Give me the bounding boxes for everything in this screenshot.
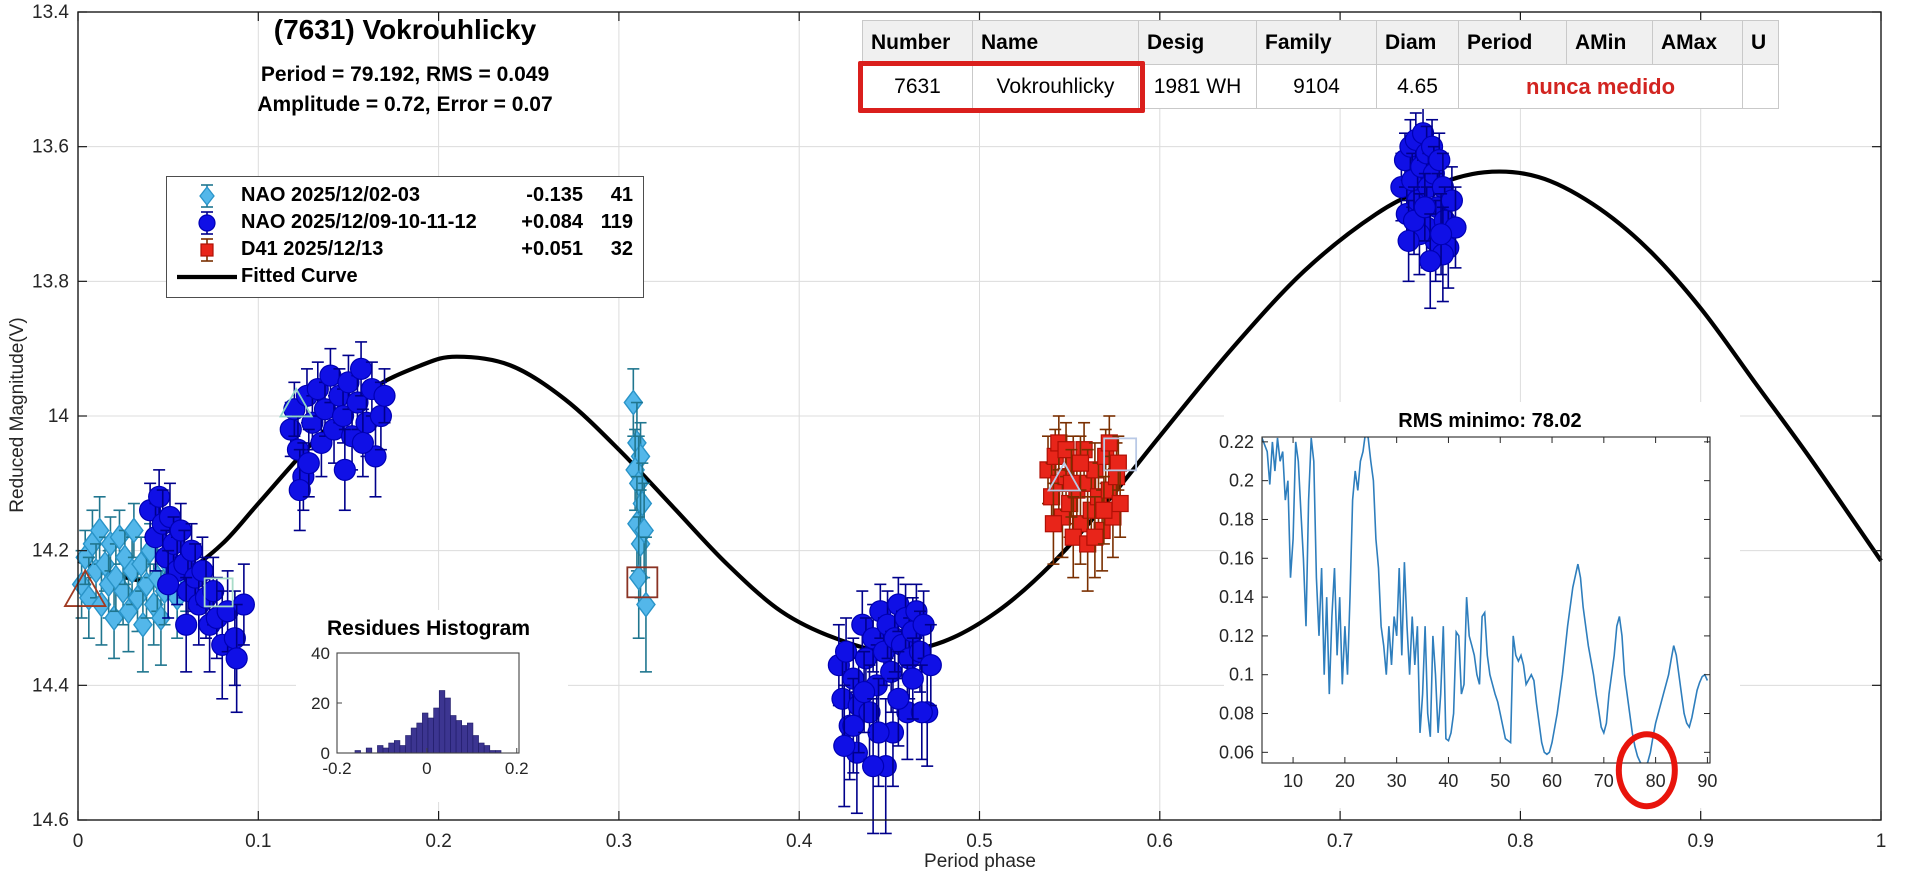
svg-text:0.8: 0.8 [1507,831,1533,852]
chart-subtitle-period: Period = 79.192, RMS = 0.049 [260,63,550,86]
svg-text:14.4: 14.4 [32,675,69,696]
svg-text:1: 1 [1876,831,1887,852]
x-axis-label: Period phase [924,851,1036,872]
svg-text:-0.2: -0.2 [322,759,351,778]
svg-text:13.8: 13.8 [32,271,69,292]
col-amax: AMax [1652,20,1743,65]
svg-text:0: 0 [422,759,431,778]
svg-text:0.4: 0.4 [786,831,813,852]
svg-text:0.2: 0.2 [505,759,529,778]
svg-text:13.6: 13.6 [32,137,69,158]
col-amin: AMin [1566,20,1653,65]
legend-label: Fitted Curve [241,265,358,287]
svg-text:13.4: 13.4 [32,2,69,23]
svg-text:0.7: 0.7 [1327,831,1353,852]
cell-name: Vokrouhlicky [972,64,1139,109]
chart-title: (7631) Vokrouhlicky [273,14,537,45]
svg-text:60: 60 [1542,771,1562,791]
legend-count: 32 [610,238,633,260]
svg-text:0.1: 0.1 [1229,665,1254,685]
svg-text:80: 80 [1646,771,1666,791]
legend-line-marker-icon [173,264,241,290]
cell-desig: 1981 WH [1138,64,1257,109]
svg-text:0.2: 0.2 [425,831,451,852]
outlier-markers [63,387,1138,608]
svg-text:20: 20 [1335,771,1355,791]
svg-text:90: 90 [1697,771,1717,791]
legend-entry: D41 2025/12/13 +0.051 32 [173,236,643,263]
legend-label: D41 2025/12/13 [241,238,384,260]
svg-text:70: 70 [1594,771,1614,791]
legend-label: NAO 2025/12/09-10-11-12 [241,211,477,233]
legend-offset: +0.051 [521,238,583,260]
histogram-title: Residues Histogram [326,617,531,640]
col-u: U [1742,20,1779,65]
periodogram-title: RMS minimo: 78.02 [1398,410,1582,432]
svg-text:14.2: 14.2 [32,541,69,562]
svg-text:0.9: 0.9 [1687,831,1713,852]
col-number: Number [862,20,973,65]
legend-offset: -0.135 [526,184,583,206]
legend-offset: +0.084 [521,211,583,233]
svg-text:40: 40 [311,644,330,663]
cell-family: 9104 [1256,64,1377,109]
svg-text:0.6: 0.6 [1147,831,1173,852]
svg-text:0.14: 0.14 [1219,587,1254,607]
svg-text:0.1: 0.1 [245,831,271,852]
col-period: Period [1458,20,1567,65]
legend: NAO 2025/12/02-03 -0.135 41 NAO 2025/12/… [166,176,644,298]
cell-period-note: nunca medido [1458,64,1743,109]
table-data-row: 7631 Vokrouhlicky 1981 WH 9104 4.65 nunc… [862,64,1779,109]
legend-entry: NAO 2025/12/09-10-11-12 +0.084 119 [173,209,643,236]
legend-entry: NAO 2025/12/02-03 -0.135 41 [173,182,643,209]
svg-text:0.06: 0.06 [1219,742,1254,762]
svg-text:0.08: 0.08 [1219,704,1254,724]
svg-text:0.12: 0.12 [1219,626,1254,646]
highlight-red-box [858,61,1145,113]
svg-text:0: 0 [73,831,84,852]
svg-text:0.5: 0.5 [966,831,992,852]
legend-count: 119 [600,211,633,233]
legend-entry: Fitted Curve [173,263,643,290]
svg-text:10: 10 [1283,771,1303,791]
legend-diamond-marker-icon [173,183,241,209]
svg-text:40: 40 [1438,771,1458,791]
svg-text:0.16: 0.16 [1219,548,1254,568]
y-axis-label: Reduced Magnitude(V) [7,317,28,513]
svg-text:0.18: 0.18 [1219,509,1254,529]
col-name: Name [972,20,1139,65]
series [139,105,1467,835]
series [1039,415,1129,592]
periodogram-line [1262,437,1709,763]
col-diam: Diam [1376,20,1459,65]
cell-u [1742,64,1779,109]
legend-circle-marker-icon [173,210,241,236]
legend-label: NAO 2025/12/02-03 [241,184,421,206]
rms-periodogram-inset: 10 20 30 40 50 60 70 80 90 0.06 0.08 0.1 0.12 0.14 0.1… [1219,402,1740,810]
legend-count: 41 [610,184,633,206]
cell-diam: 4.65 [1376,64,1459,109]
main-axes: 0 0.1 0.2 0.3 0.4 0.5 0.6 0.7 0.8 0.9 1 13.4 13.6 13.… [32,2,1886,852]
svg-text:0.22: 0.22 [1219,432,1254,452]
svg-text:14.6: 14.6 [32,810,69,831]
col-desig: Desig [1138,20,1257,65]
svg-text:14: 14 [48,406,70,427]
col-family: Family [1256,20,1377,65]
series [71,368,656,673]
svg-text:0.2: 0.2 [1229,471,1254,491]
table-header-row: Number Name Desig Family Diam Period AMi… [862,20,1779,65]
svg-text:0.3: 0.3 [606,831,632,852]
svg-text:30: 30 [1387,771,1407,791]
legend-square-marker-icon [173,237,241,263]
data-points [71,105,1467,835]
chart-subtitle-amplitude: Amplitude = 0.72, Error = 0.07 [257,93,553,116]
svg-text:0: 0 [321,744,330,763]
svg-text:50: 50 [1490,771,1510,791]
minimum-circle-annotation [1615,731,1678,810]
svg-text:20: 20 [311,694,330,713]
